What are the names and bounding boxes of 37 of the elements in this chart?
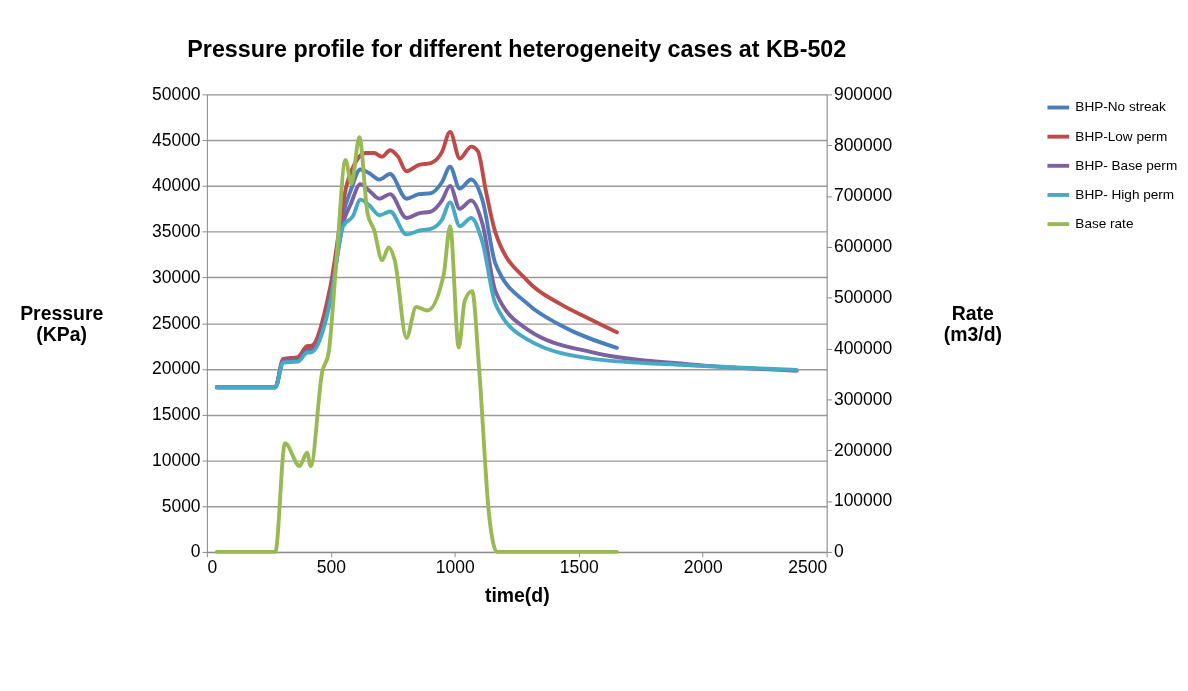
y-tick-label: 40000	[152, 175, 201, 196]
y-tick-label: 50000	[152, 83, 201, 104]
y2-tick-label: 800000	[833, 134, 893, 155]
x-axis-title: time(d)	[484, 583, 550, 606]
x-tick-label: 2000	[683, 556, 723, 577]
y2-tick-label: 400000	[833, 337, 893, 358]
x-tick-label: 0	[207, 556, 218, 577]
legend-label: BHP-No streak	[1075, 99, 1167, 115]
y-tick-label: 35000	[152, 221, 201, 242]
chart-title: Pressure profile for different heterogeneity cases at KB-502	[187, 35, 847, 62]
y-tick-label: 5000	[161, 495, 201, 516]
y2-tick-label: 600000	[833, 236, 893, 257]
y2-tick-label: 900000	[833, 83, 893, 104]
y-tick-label: 25000	[152, 312, 201, 333]
legend-label: BHP- High perm	[1075, 186, 1175, 202]
x-tick-label: 2500	[788, 556, 828, 577]
y2-tick-label: 500000	[833, 287, 893, 308]
y-tick-label: 20000	[152, 358, 201, 379]
x-tick-label: 1500	[559, 556, 599, 577]
y2-tick-label: 0	[833, 541, 844, 562]
y-tick-label: 10000	[152, 449, 201, 470]
legend-label: BHP-Low perm	[1075, 128, 1168, 144]
x-tick-label: 1000	[435, 556, 475, 577]
y-tick-label: 45000	[152, 129, 201, 150]
y2-tick-label: 300000	[833, 388, 893, 409]
y-tick-label: 0	[190, 541, 201, 562]
y-tick-label: 30000	[152, 266, 201, 287]
line-series	[214, 135, 619, 554]
legend-label: BHP- Base perm	[1075, 157, 1178, 173]
y2-tick-label: 100000	[833, 490, 893, 511]
legend-label: Base rate	[1075, 215, 1134, 231]
y2-tick-label: 200000	[833, 439, 893, 460]
y2-axis-title: Rate (m3/d)	[943, 301, 1002, 346]
y-axis-title: Pressure (KPa)	[20, 301, 104, 346]
y2-tick-label: 700000	[833, 185, 893, 206]
x-tick-label: 500	[316, 556, 347, 577]
y-tick-label: 15000	[152, 404, 201, 425]
